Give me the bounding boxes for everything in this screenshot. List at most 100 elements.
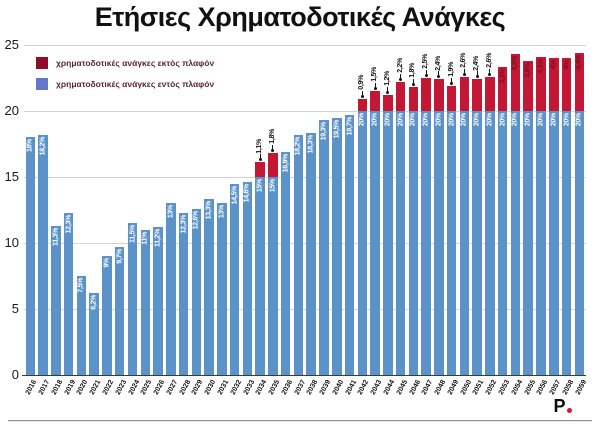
callout-label: 0,9% [358,75,366,91]
bar-segment-inside-cap: 19,7% [344,114,355,375]
bar-segment-inside-cap: 20% [549,111,559,375]
bar-segment-outside-cap: 4% [561,58,572,111]
bar-label-blue: 20% [435,113,443,127]
y-tick-label: 25 [4,37,19,52]
bar-label-red: 4,3% [511,56,519,72]
bar-group: 11% [139,45,152,375]
bar-label-blue: 11% [141,231,149,245]
bar-segment-inside-cap: 13% [217,203,227,375]
callout-dot-icon [462,72,466,76]
callout-dot-icon [399,77,403,81]
callout-line [438,71,440,76]
bar-segment-outside-cap [395,81,406,111]
callout-line [412,79,414,84]
bar-label-blue: 13,3% [205,201,213,220]
callout-dot-icon [386,91,390,95]
bar-segment-inside-cap: 20% [472,111,482,375]
bar-segment-inside-cap: 19,5% [332,117,342,375]
chart-title: Ετήσιες Χρηματοδοτικές Ανάγκες [94,2,506,32]
bar-segment-outside-cap: 3,8% [523,60,533,111]
callout-line [259,154,261,159]
callout-dot-icon [258,158,262,162]
callout-line [463,68,465,73]
bar-label-red: 3,3% [499,69,507,85]
bar-group: 15% 1,1% [254,45,267,375]
bar-label-blue: 20% [473,113,481,127]
legend-item-inside-cap: χρηματοδοτικές ανάγκες εντός πλαφόν [36,78,214,90]
bar-segment-inside-cap: 13% [166,203,176,375]
bar-segment-inside-cap: 12,3% [63,212,74,375]
bar-segment-inside-cap: 15% [268,177,278,375]
callout-dot-icon [488,72,492,76]
bar-group: 3,3% 20% [496,45,509,375]
bar-group: 19,7% [343,45,356,375]
callout-label: 2,4% [473,55,481,71]
bar-segment-inside-cap: 18,2% [38,134,48,375]
gridline [24,177,586,178]
bar-label-blue: 20% [499,113,507,127]
bar-group: 20% 0,9% [356,45,369,375]
bar-label-blue: 20% [524,113,532,127]
legend-label: χρηματοδοτικές ανάγκες εκτός πλαφόν [56,58,215,68]
logo-dot-icon [566,407,572,413]
bar-group: 20% 2,6% [458,45,471,375]
bar-label-blue: 19,5% [333,119,341,138]
bar-callout: 1,5% [371,67,379,91]
bar-group: 20% 1,9% [445,45,458,375]
bar-group: 4,3% 20% [509,45,522,375]
bar-segment-outside-cap [370,91,380,111]
bar-callout: 2,4% [435,56,443,79]
bar-group: 16,9% [279,45,292,375]
bar-label-blue: 20% [409,113,417,127]
bar-group: 20% 2,4% [471,45,484,375]
bar-label-blue: 15% [256,179,264,193]
bar-group: 4% 20% [547,45,560,375]
callout-line [361,91,363,96]
bar-group: 20% 2,6% [484,45,497,375]
callout-label: 1,2% [383,71,391,87]
bar-group: 19,5% [330,45,343,375]
y-tick-label: 0 [11,367,19,382]
bar-callout: 2,6% [460,53,468,76]
callout-label: 2,2% [396,58,404,73]
bar-callout: 1,2% [383,71,392,95]
bar-group: 20% 1,5% [369,45,382,375]
bar-label-blue: 13% [167,205,175,219]
callout-dot-icon [411,83,415,87]
bar-segment-inside-cap: 20% [446,111,457,375]
bar-segment-inside-cap: 13,3% [204,199,214,375]
legend-label: χρηματοδοτικές ανάγκες εντός πλαφόν [56,79,215,89]
bar-label-blue: 18,3% [307,135,315,154]
bar-label-blue: 20% [371,113,379,127]
y-tick-label: 5 [11,301,19,316]
callout-line [400,73,402,78]
callout-label: 1,8% [268,129,276,145]
logo-letter: P [553,396,566,416]
callout-dot-icon [450,81,454,85]
callout-label: 2,6% [485,52,493,68]
bar-segment-inside-cap: 20% [510,111,521,375]
callout-label: 1,8% [409,63,417,79]
bar-label-blue: 13% [218,205,226,219]
bar-group: 20% 2,5% [420,45,433,375]
bar-segment-inside-cap: 20% [523,111,533,375]
bar-group: 14,6% [241,45,254,375]
callout-dot-icon [424,74,428,77]
bar-label-blue: 20% [384,113,392,127]
bar-label-blue: 14,6% [243,184,251,203]
bar-label-blue: 19,3% [320,122,328,141]
bar-label-blue: 14,5% [231,185,239,204]
bar-segment-inside-cap: 20% [383,111,393,375]
bar-segment-inside-cap: 19,3% [319,120,329,375]
bar-group: 11,2% [152,45,165,375]
callout-label: 1,1% [256,138,264,154]
bar-segment-outside-cap: 4% [549,58,559,111]
legend-item-outside-cap: χρηματοδοτικές ανάγκες εκτός πλαφόν [36,57,214,69]
bar-label-red: 4% [563,60,571,70]
callout-line [374,83,376,88]
bar-segment-outside-cap: 4,1% [536,56,546,111]
bar-callout: 1,1% [256,139,264,162]
bar-label-blue: 18% [26,139,34,153]
y-tick-label: 15 [4,169,19,184]
